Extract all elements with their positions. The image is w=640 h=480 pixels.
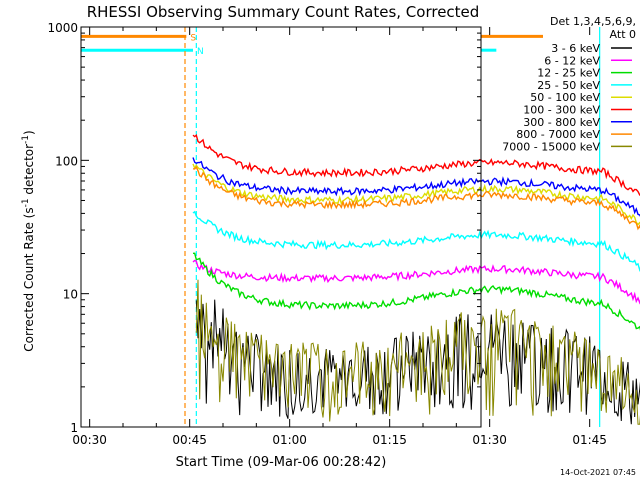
series-line-4 bbox=[192, 163, 640, 226]
legend-header-line1: Det 1,3,4,5,6,9, bbox=[550, 15, 636, 28]
y-tick-label: 10 bbox=[63, 288, 78, 302]
legend-label: 7000 - 15000 keV bbox=[502, 140, 600, 153]
x-tick-label: 01:30 bbox=[472, 433, 507, 447]
y-tick-label: 100 bbox=[55, 154, 78, 168]
legend-label: 800 - 7000 keV bbox=[516, 128, 600, 141]
y-tick-label: 1000 bbox=[47, 21, 78, 35]
x-tick-label: 01:15 bbox=[372, 433, 407, 447]
series-line-3 bbox=[192, 210, 640, 272]
x-tick-label: 01:00 bbox=[272, 433, 307, 447]
plot-frame bbox=[80, 26, 482, 428]
series-line-1 bbox=[192, 259, 640, 305]
chart-title: RHESSI Observing Summary Count Rates, Co… bbox=[87, 3, 480, 21]
legend-label: 25 - 50 keV bbox=[537, 79, 600, 92]
x-tick-label: 00:45 bbox=[172, 433, 207, 447]
axes: 00:3000:4501:0001:1501:3001:4502:0011010… bbox=[47, 21, 607, 447]
x-axis-label: Start Time (09-Mar-06 00:28:42) bbox=[176, 455, 387, 470]
series-line-8 bbox=[195, 279, 640, 425]
legend-header-line2: Att 0 bbox=[610, 28, 636, 41]
y-tick-label: 1 bbox=[70, 421, 78, 435]
legend-label: 6 - 12 keV bbox=[544, 54, 600, 67]
legend-label: 100 - 300 keV bbox=[523, 104, 600, 117]
attenuator-markers: SN bbox=[81, 27, 601, 427]
legend-label: 12 - 25 keV bbox=[537, 67, 600, 80]
x-tick-label: 00:30 bbox=[72, 433, 107, 447]
timestamp: 14-Oct-2021 07:45 bbox=[560, 468, 636, 477]
series-line-2 bbox=[193, 252, 640, 331]
series-lines bbox=[192, 133, 640, 425]
legend-label: 50 - 100 keV bbox=[530, 91, 600, 104]
x-tick-label: 01:45 bbox=[572, 433, 607, 447]
legend-label: 3 - 6 keV bbox=[551, 42, 600, 55]
legend-label: 300 - 800 keV bbox=[523, 116, 600, 129]
series-line-6 bbox=[192, 157, 640, 217]
series-line-5 bbox=[192, 133, 640, 197]
y-axis-label: Corrected Count Rate (s-1 detector-1) bbox=[21, 130, 36, 351]
marker-label-s: S bbox=[190, 33, 196, 43]
series-line-7 bbox=[192, 165, 640, 231]
marker-label-n: N bbox=[197, 47, 204, 57]
series-line-0 bbox=[195, 299, 640, 425]
